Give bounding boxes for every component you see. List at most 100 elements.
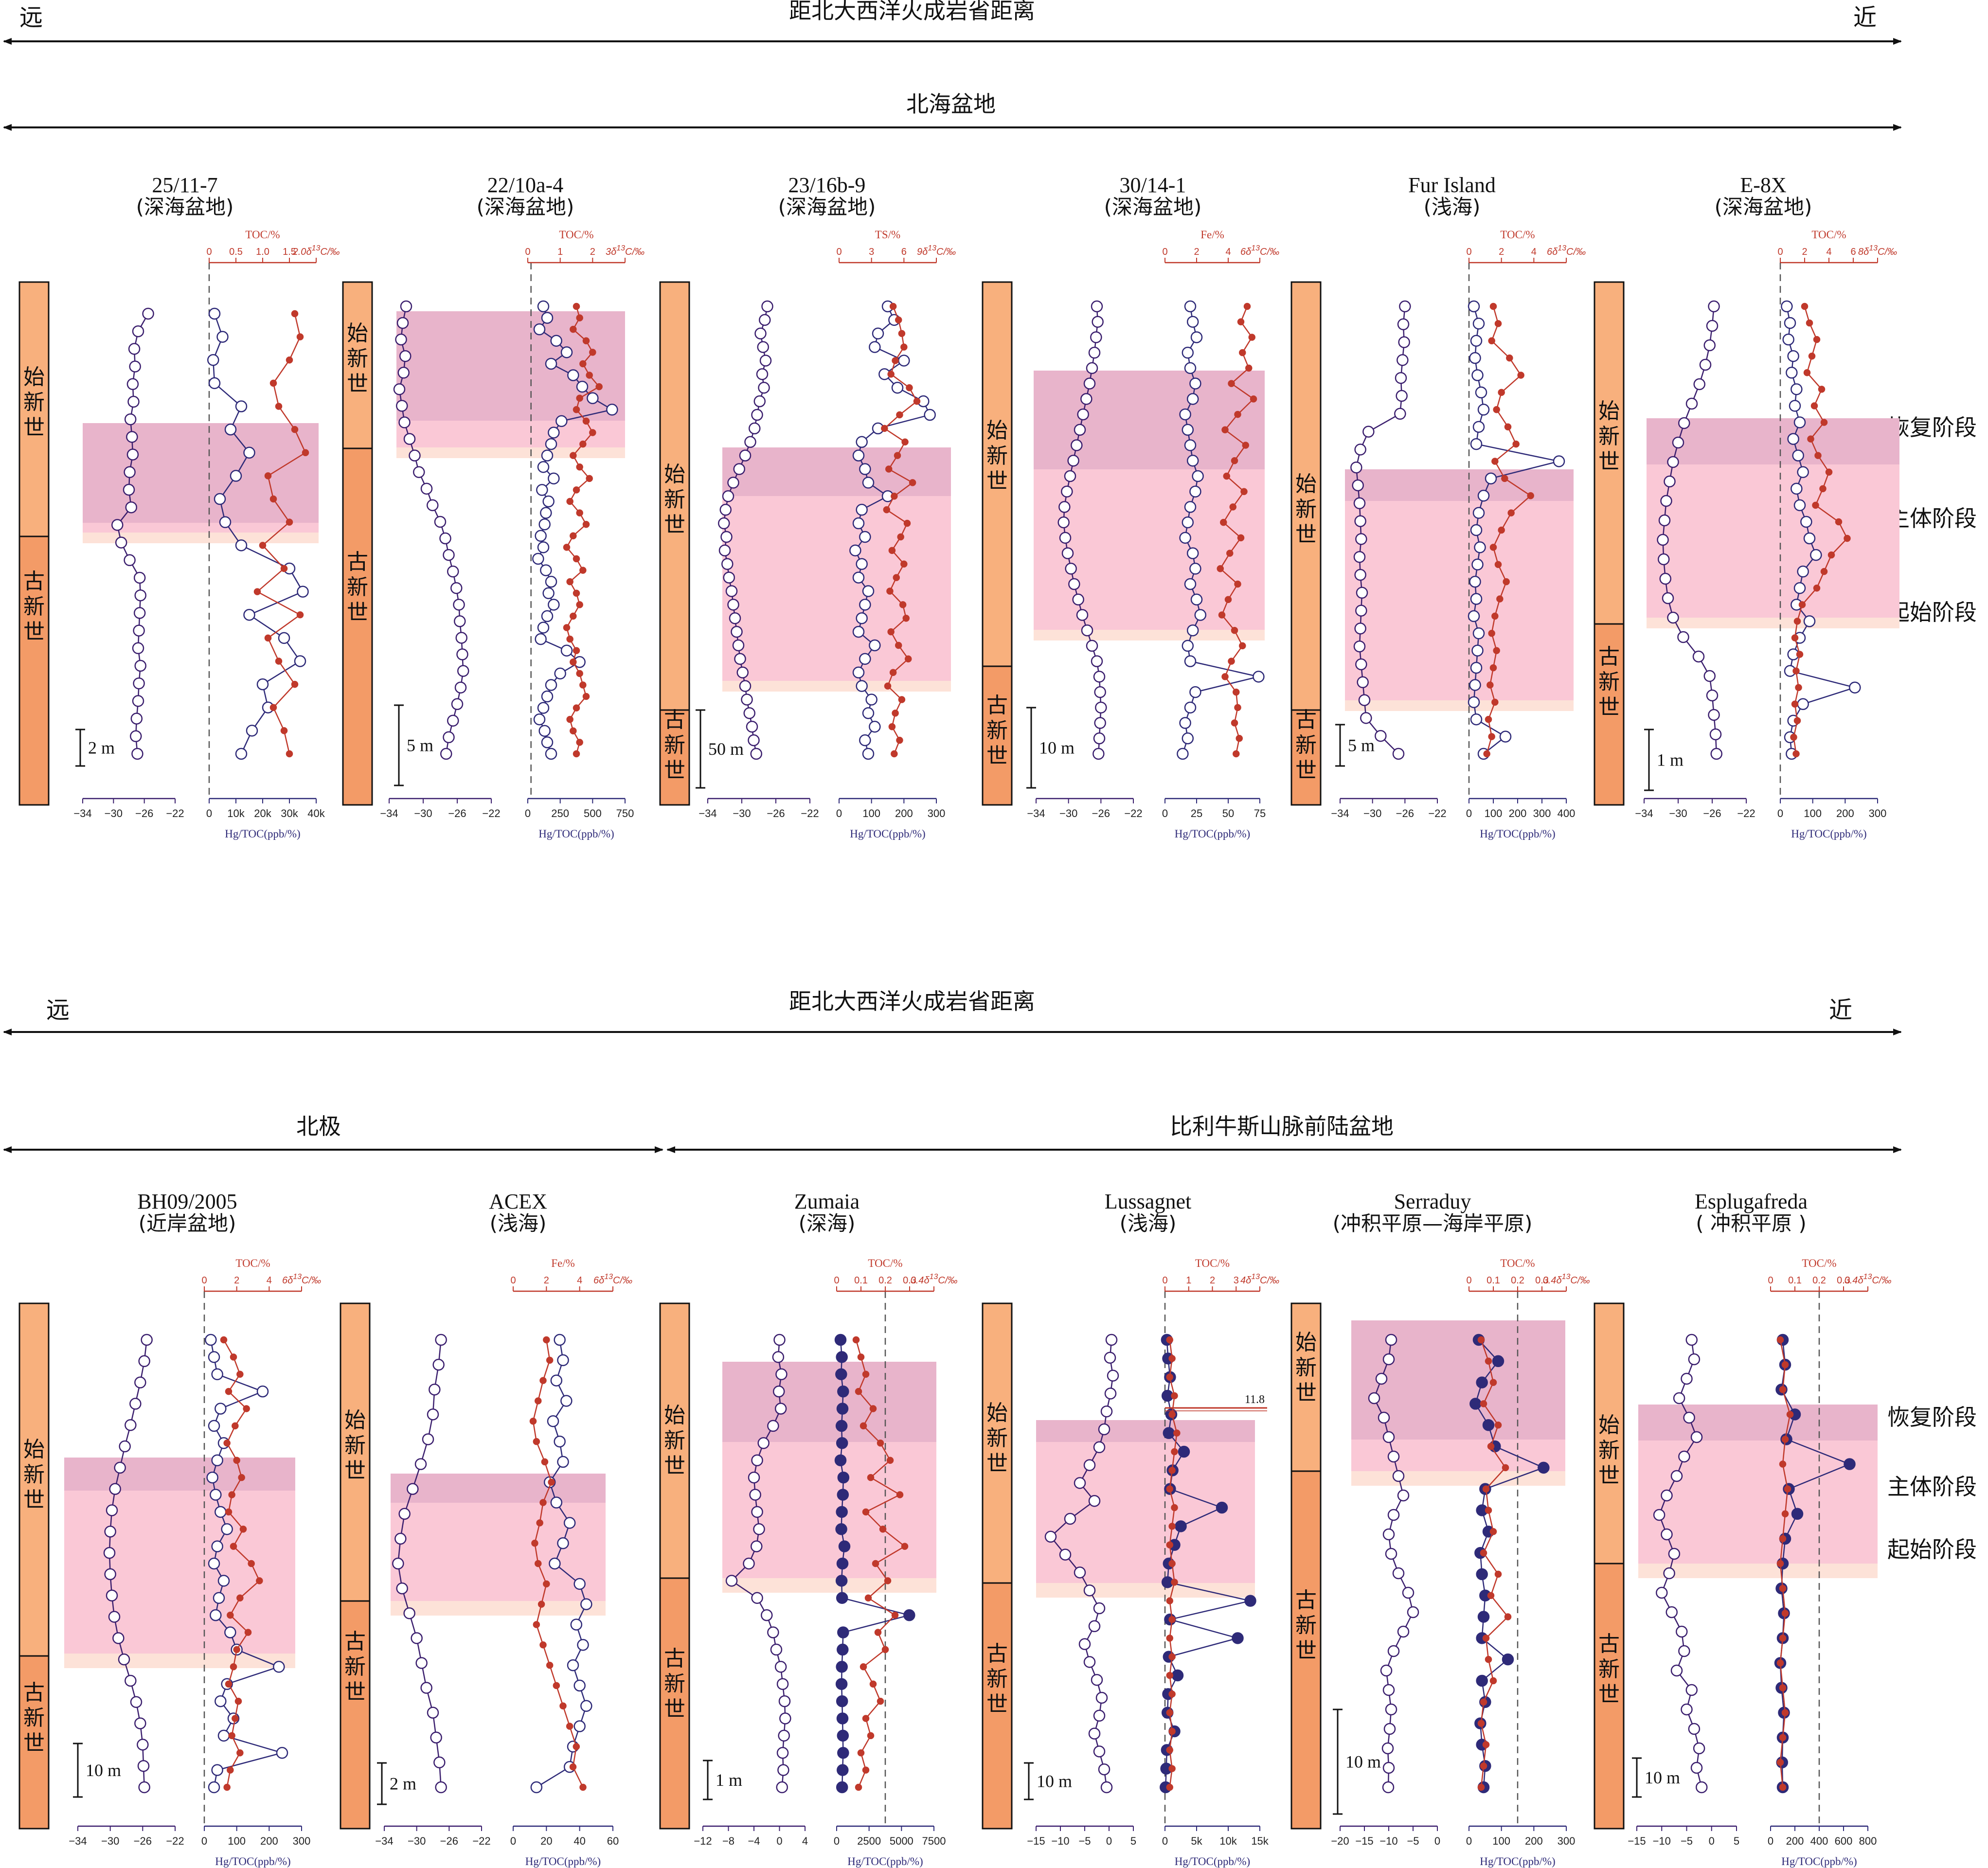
d13c-series-point [1358, 694, 1371, 706]
d13c-series-point [403, 433, 416, 445]
hg-toc-series-point [224, 1626, 236, 1638]
hg-toc-series-point [570, 1619, 583, 1631]
d13c-series-point [1656, 1586, 1668, 1599]
epoch-paleocene-label-char: 世 [1598, 695, 1620, 720]
hg-toc-series-point [210, 1489, 222, 1501]
d13c-axis-tick-label: −22 [801, 807, 819, 819]
red-series-point [1781, 1436, 1789, 1443]
red-axis-tick-label: 0.2 [878, 1275, 892, 1286]
hg-toc-series-line [854, 306, 931, 754]
epoch-eocene-label-char: 世 [1598, 1463, 1620, 1488]
hg-toc-axis-tick-label: 200 [895, 807, 913, 819]
hg-toc-series-point [1184, 501, 1197, 513]
hg-toc-series-point [587, 392, 599, 404]
red-series-point [570, 532, 577, 540]
d13c-series-point [447, 565, 459, 578]
d13c-axis-tick-label: −30 [408, 1835, 426, 1847]
red-series-point [553, 1682, 560, 1690]
red-series-point [1168, 1467, 1176, 1474]
red-axis-label: TOC/% [1802, 1257, 1836, 1269]
stage-recovery-band [396, 311, 625, 421]
hg-toc-axis-tick-label: 5k [1191, 1835, 1202, 1847]
hg-toc-series-point [1184, 701, 1197, 714]
hg-toc-series-point [852, 571, 865, 584]
hg-toc-series-point [903, 1609, 915, 1621]
scale-bar-label: 2 m [88, 738, 115, 758]
d13c-series-point [1064, 1512, 1076, 1525]
epoch-paleocene-label-char: 古 [1295, 708, 1317, 732]
d13c-series-point [1074, 1477, 1086, 1489]
red-series-point [569, 1763, 577, 1771]
d13c-series-point [723, 571, 735, 584]
hg-toc-axis-label: Hg/TOC(ppb/%) [847, 1855, 923, 1868]
scale-bar-label: 10 m [1037, 1772, 1072, 1791]
d13c-series-point [451, 698, 464, 711]
hg-toc-series-point [1793, 416, 1806, 428]
hg-toc-series-point [1186, 624, 1199, 637]
epoch-eocene-label-char: 始 [1598, 1413, 1620, 1438]
red-series-point [264, 472, 272, 480]
red-series-point [1168, 1653, 1176, 1660]
d13c-series-point [776, 1781, 788, 1794]
scale-bar-label: 1 m [716, 1770, 742, 1790]
epoch-paleocene-box [659, 1577, 690, 1830]
hg-toc-series-point [1184, 300, 1197, 313]
epoch-eocene-box [1290, 281, 1322, 711]
red-series-point [1790, 733, 1797, 741]
epoch-eocene-label-char: 新 [1598, 1438, 1620, 1463]
red-series-point [233, 1646, 240, 1654]
hg-toc-series-point [1468, 300, 1480, 313]
scale-bar-label: 1 m [1657, 750, 1684, 770]
hg-toc-series-point [837, 1471, 850, 1484]
d13c-series-point [751, 1540, 763, 1552]
red-series-point [1494, 561, 1502, 569]
hg-toc-series-point [1182, 640, 1194, 652]
d13c-series-point [751, 1454, 763, 1466]
red-series-point [1835, 518, 1843, 526]
d13c-axis-tick-label: −26 [135, 807, 153, 819]
hg-toc-series-point [1793, 582, 1806, 594]
red-series-point [546, 1661, 554, 1669]
hg-toc-series-point [856, 612, 868, 624]
hg-toc-series-point [1502, 1653, 1514, 1666]
hg-toc-series-point [1184, 655, 1197, 667]
red-series-point [1231, 626, 1238, 634]
red-axis-tick-label: 1 [557, 247, 563, 257]
red-axis-tick-label: 6δ13C/‰ [1240, 244, 1279, 257]
red-series-point [1784, 1485, 1791, 1493]
red-series-point [220, 1336, 228, 1344]
red-series-point [576, 739, 583, 746]
hg-toc-series-point [1244, 1595, 1256, 1607]
hg-toc-series-point [852, 449, 865, 462]
d13c-series-point [123, 483, 135, 496]
d13c-series-point [1354, 444, 1366, 456]
d13c-series-point [118, 1653, 130, 1666]
red-series-point [893, 574, 900, 581]
d13c-axis-tick-label: 0 [1434, 1835, 1440, 1847]
red-series-point [233, 1457, 240, 1464]
hg-toc-axis-tick-label: 15k [1251, 1835, 1269, 1847]
d13c-series-point [1661, 1489, 1673, 1502]
d13c-axis-tick-label: −22 [1428, 807, 1446, 819]
d13c-series-point [1078, 1638, 1091, 1650]
d13c-series-point [725, 585, 738, 597]
d13c-series-point [1088, 1494, 1101, 1507]
hg-toc-series-point [542, 495, 555, 508]
d13c-series-point [1662, 592, 1674, 605]
hg-toc-axis-tick-label: 600 [1835, 1835, 1853, 1847]
d13c-series-point [427, 499, 439, 512]
hg-toc-series-point [215, 1506, 227, 1518]
d13c-series-point [455, 632, 467, 644]
hg-toc-series-point [869, 341, 881, 353]
red-series-point [891, 1611, 899, 1619]
red-series-point [1844, 534, 1851, 542]
d13c-series-point [773, 1334, 786, 1346]
red-axis-tick-label: 0 [1466, 247, 1471, 257]
d13c-series-point [1708, 709, 1720, 721]
d13c-series-point [1065, 563, 1077, 575]
hg-toc-series-point [1844, 1458, 1856, 1470]
red-series-point [1781, 1709, 1789, 1716]
d13c-axis-tick-label: 0 [1106, 1835, 1112, 1847]
red-series-point [1166, 1485, 1173, 1493]
